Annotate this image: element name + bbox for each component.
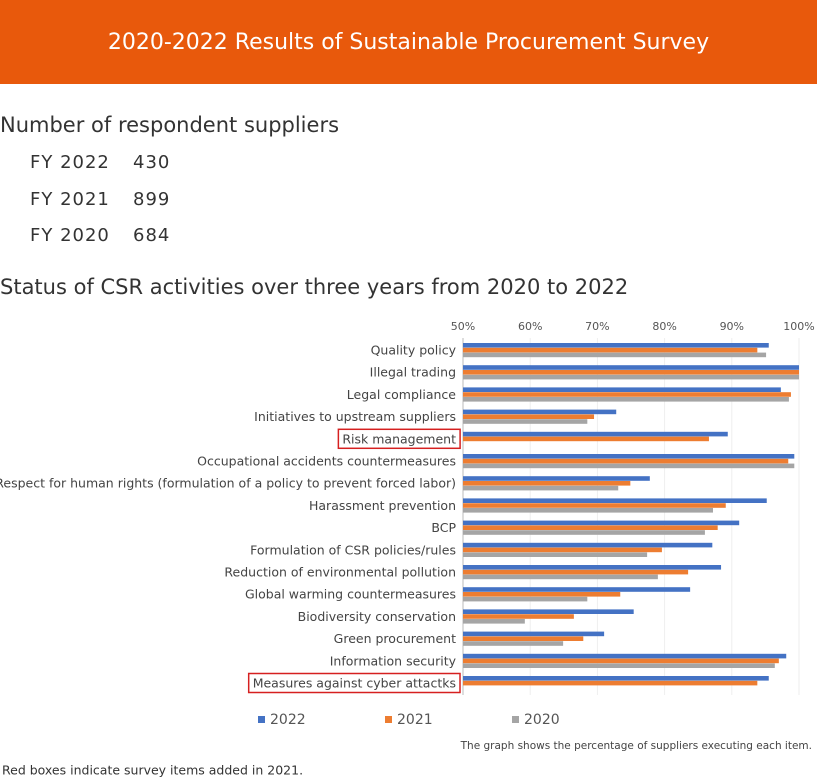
bar	[463, 547, 662, 553]
category-label: Respect for human rights (formulation of…	[0, 476, 456, 491]
highlight-note: Red boxes indicate survey items added in…	[2, 763, 303, 778]
x-tick-label: 60%	[518, 320, 542, 333]
x-tick-label: 70%	[585, 320, 609, 333]
bar	[463, 387, 781, 392]
x-tick-label: 50%	[451, 320, 475, 333]
bar	[463, 431, 728, 437]
category-label: Global warming countermeasures	[245, 587, 456, 602]
header-title: 2020-2022 Results of Sustainable Procure…	[107, 29, 710, 55]
legend-swatch	[512, 716, 519, 723]
bar	[463, 409, 617, 415]
respondent-row: FY 2020 684	[30, 225, 170, 246]
bar	[463, 481, 631, 486]
category-label: Harassment prevention	[309, 498, 456, 513]
bar	[463, 596, 588, 602]
bar	[463, 520, 740, 526]
x-tick-label: 100%	[783, 320, 814, 333]
bar	[463, 676, 769, 681]
bar	[463, 663, 775, 668]
bar	[463, 631, 605, 637]
bar	[463, 658, 779, 664]
bar	[463, 565, 722, 570]
category-label: Reduction of environmental pollution	[224, 565, 456, 580]
legend-label: 2021	[397, 712, 433, 728]
respondent-row: FY 2022 430	[30, 152, 170, 173]
bar	[463, 347, 758, 353]
bar	[463, 463, 795, 469]
bar	[463, 680, 758, 686]
bar	[463, 476, 650, 481]
category-label: BCP	[431, 520, 456, 535]
legend-swatch	[385, 716, 392, 723]
bar	[463, 542, 713, 548]
category-label: Biodiversity conservation	[298, 609, 456, 624]
category-label: Green procurement	[334, 631, 456, 646]
bar	[463, 508, 713, 513]
fy-label: FY 2022	[30, 152, 110, 173]
highlight-box	[337, 428, 461, 450]
legend-label: 2022	[270, 712, 306, 728]
bar	[463, 614, 574, 619]
chart-note: The graph shows the percentage of suppli…	[460, 740, 812, 752]
category-label: Risk management	[342, 431, 456, 446]
bar	[463, 641, 564, 646]
bar	[463, 370, 799, 375]
category-label: Legal compliance	[347, 387, 457, 402]
bar	[463, 574, 658, 580]
bar	[463, 436, 709, 442]
fy-count: 430	[133, 152, 171, 173]
category-label: Formulation of CSR policies/rules	[250, 542, 456, 557]
category-label: Occupational accidents countermeasures	[197, 454, 456, 469]
bar	[463, 530, 705, 535]
bar	[463, 636, 584, 641]
respondents-heading: Number of respondent suppliers	[0, 113, 340, 137]
bar	[463, 374, 799, 380]
bar	[463, 392, 791, 397]
category-label: Quality policy	[371, 343, 457, 358]
legend-swatch	[258, 716, 265, 723]
bar	[463, 397, 789, 402]
bar	[463, 525, 718, 530]
category-label: Information security	[330, 653, 457, 668]
bar	[463, 653, 787, 659]
bar	[463, 609, 634, 614]
respondent-row: FY 2021 899	[30, 189, 170, 210]
header: 2020-2022 Results of Sustainable Procure…	[0, 0, 817, 84]
bar	[463, 498, 767, 503]
bar	[463, 365, 799, 370]
fy-count: 899	[133, 188, 171, 210]
category-label: Measures against cyber attactks	[253, 676, 456, 691]
x-tick-label: 80%	[652, 320, 676, 333]
bar	[463, 419, 588, 424]
bar	[463, 569, 689, 575]
bar	[463, 485, 619, 491]
bar	[463, 619, 525, 624]
bar	[463, 587, 691, 592]
bar	[463, 343, 769, 348]
fy-label: FY 2021	[30, 188, 110, 210]
highlight-box	[247, 672, 461, 694]
fy-label: FY 2020	[30, 225, 110, 246]
bar	[463, 592, 621, 597]
category-label: Illegal trading	[370, 365, 456, 380]
bar	[463, 454, 795, 459]
fy-count: 684	[133, 225, 171, 246]
chart-title: Status of CSR activities over three year…	[0, 275, 629, 299]
x-tick-label: 90%	[720, 320, 744, 333]
category-label: Initiatives to upstream suppliers	[254, 409, 456, 424]
bar	[463, 458, 789, 464]
bar	[463, 414, 595, 419]
bar	[463, 552, 648, 557]
bar	[463, 352, 767, 358]
legend-label: 2020	[524, 712, 560, 728]
bar	[463, 503, 726, 508]
